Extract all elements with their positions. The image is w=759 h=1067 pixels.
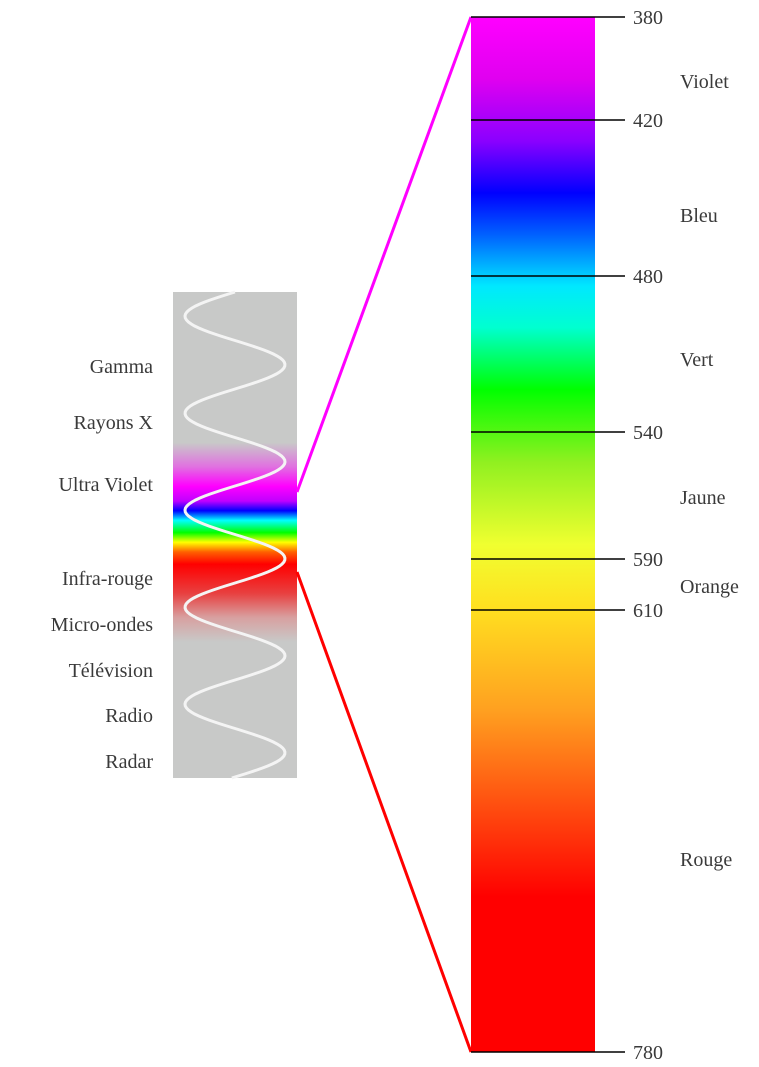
tick-label-480: 480	[633, 266, 663, 288]
band-label-infrared: Infra-rouge	[62, 568, 153, 590]
tick-label-780: 780	[633, 1042, 663, 1064]
connector-line-top	[295, 16, 473, 493]
band-label-gamma: Gamma	[90, 356, 153, 378]
color-label-blue: Bleu	[680, 205, 718, 227]
band-label-x-rays: Rayons X	[74, 412, 154, 434]
color-label-red: Rouge	[680, 849, 732, 871]
sine-wave-icon	[183, 290, 287, 780]
band-label-ultraviolet: Ultra Violet	[58, 474, 153, 496]
tick-label-420: 420	[633, 110, 663, 132]
tick-label-610: 610	[633, 600, 663, 622]
band-label-television: Télévision	[69, 660, 153, 682]
tick-label-380: 380	[633, 7, 663, 29]
color-label-orange: Orange	[680, 576, 739, 598]
band-label-radar: Radar	[105, 751, 153, 773]
band-label-radio: Radio	[105, 705, 153, 727]
tick-label-540: 540	[633, 422, 663, 444]
tick-label-590: 590	[633, 549, 663, 571]
color-label-yellow: Jaune	[680, 487, 726, 509]
color-label-violet: Violet	[680, 71, 729, 93]
color-label-green: Vert	[680, 349, 714, 371]
em-band-labels: Gamma Rayons X Ultra Violet Infra-rouge …	[51, 356, 154, 773]
band-label-microwaves: Micro-ondes	[51, 614, 153, 636]
wavelength-ticks: 380 420 480 540 590 610 780	[471, 7, 663, 1064]
connector-line-bottom	[295, 571, 473, 1053]
color-name-labels: Violet Bleu Vert Jaune Orange Rouge	[680, 71, 739, 871]
visible-spectrum-bar	[471, 17, 595, 1052]
